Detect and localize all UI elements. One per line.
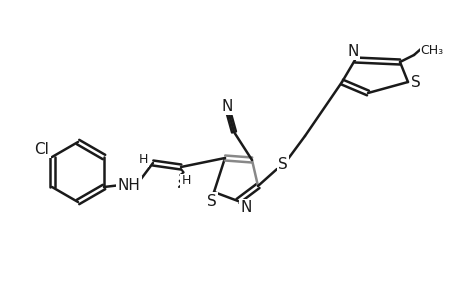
Text: H: H — [181, 175, 190, 188]
Text: Cl: Cl — [34, 142, 50, 157]
Text: S: S — [410, 74, 420, 89]
Text: N: N — [240, 200, 251, 215]
Text: N: N — [221, 98, 232, 113]
Text: N: N — [347, 44, 358, 59]
Text: S: S — [278, 157, 287, 172]
Text: H: H — [138, 152, 147, 166]
Text: S: S — [207, 194, 216, 208]
Text: NH: NH — [118, 178, 140, 193]
Text: CH₃: CH₃ — [420, 44, 442, 56]
